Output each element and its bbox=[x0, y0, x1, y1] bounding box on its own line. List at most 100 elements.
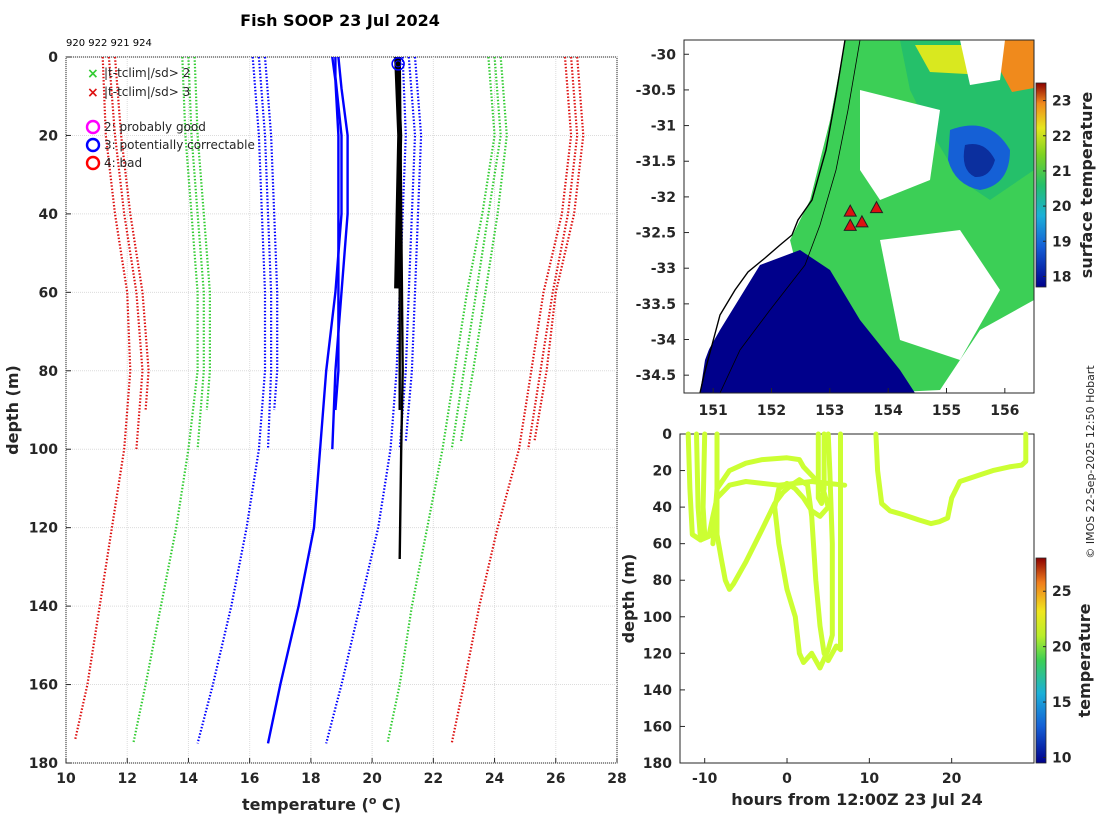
depth-track-2 bbox=[694, 431, 848, 543]
y-tick-label: -31.5 bbox=[636, 154, 676, 170]
cloud-gap bbox=[960, 40, 1005, 85]
y-tick-label: 140 bbox=[643, 683, 672, 699]
plot-area bbox=[679, 433, 1035, 764]
y-tick-label: 80 bbox=[653, 573, 673, 589]
x-tick-label: 10 bbox=[56, 771, 76, 787]
x-tick-label: 24 bbox=[485, 771, 505, 787]
y-tick-label: 180 bbox=[643, 756, 672, 772]
x-tick-label: 10 bbox=[860, 771, 880, 787]
x-tick-label: 154 bbox=[874, 403, 903, 419]
y-tick-label: 100 bbox=[643, 610, 672, 626]
legend-marker-circle bbox=[85, 137, 101, 153]
y-axis-label: depth (m) bbox=[619, 554, 638, 644]
series-green-3 bbox=[193, 56, 211, 411]
colorbar-tick-label: 18 bbox=[1052, 269, 1071, 285]
station-marker bbox=[843, 204, 858, 217]
station-marker bbox=[843, 218, 858, 231]
colorbar-tick-label: 21 bbox=[1052, 164, 1071, 180]
cloud-gap bbox=[860, 90, 940, 200]
x-tick-label: 152 bbox=[757, 403, 786, 419]
chart-title: Fish SOOP 23 Jul 2024 bbox=[240, 11, 440, 30]
legend-marker-circle bbox=[85, 119, 101, 135]
legend-label: |t-tclim|/sd> 2 bbox=[104, 66, 190, 80]
colorbar-label: temperature bbox=[1075, 603, 1094, 717]
colorbar-tick-label: 22 bbox=[1052, 129, 1071, 145]
cloud-gap bbox=[880, 230, 1000, 360]
y-tick-label: 140 bbox=[29, 599, 58, 615]
series-blue-dot-1 bbox=[196, 56, 267, 744]
x-tick-label: 155 bbox=[932, 403, 961, 419]
legend-marker-x: × bbox=[87, 85, 99, 101]
y-tick-label: 40 bbox=[653, 500, 673, 516]
colorbar-tick-label: 25 bbox=[1052, 584, 1071, 600]
colorbar-tick-label: 19 bbox=[1052, 234, 1071, 250]
colorbar-tick-label: 20 bbox=[1052, 640, 1072, 656]
temperature-colorbar bbox=[1035, 557, 1047, 764]
series-green-1 bbox=[132, 56, 199, 744]
colorbar-tick-label: 20 bbox=[1052, 199, 1072, 215]
x-tick-label: 20 bbox=[942, 771, 962, 787]
sst-colorbar bbox=[1035, 82, 1047, 288]
series-blue-solid-1 bbox=[266, 57, 343, 744]
series-blue-solid-3 bbox=[331, 56, 340, 411]
y-tick-label: 180 bbox=[29, 756, 58, 772]
y-tick-label: 120 bbox=[29, 521, 58, 537]
sst-cold-region bbox=[684, 250, 915, 393]
y-tick-label: -34.5 bbox=[636, 368, 676, 384]
profile-ids: 920 922 921 924 bbox=[66, 38, 152, 49]
y-tick-label: 120 bbox=[643, 646, 672, 662]
map-field bbox=[684, 40, 1034, 393]
depth-track-3 bbox=[714, 431, 843, 664]
series-black-2 bbox=[398, 56, 404, 560]
series-blue-dot-2 bbox=[257, 56, 273, 450]
x-axis-label: hours from 12:00Z 23 Jul 24 bbox=[731, 790, 982, 809]
y-tick-label: 80 bbox=[39, 364, 59, 380]
x-axis-label: temperature (o C) bbox=[242, 794, 401, 814]
land bbox=[684, 40, 845, 393]
sst-warm-patch bbox=[1000, 40, 1034, 92]
legend-marker-circle bbox=[85, 155, 101, 171]
y-tick-label: 60 bbox=[39, 285, 59, 301]
series-green-4 bbox=[386, 56, 496, 744]
series-green-5 bbox=[450, 56, 502, 450]
profile-chart: 10 12 14 16 18 20 22 24 26 28 0 20 40 60 80 100 120 140 16… bbox=[3, 50, 627, 814]
x-tick-label: 22 bbox=[424, 771, 443, 787]
flag-marker-inner bbox=[394, 60, 402, 68]
copyright-note: © IMOS 22-Sep-2025 12:50 Hobart bbox=[1084, 365, 1097, 559]
y-tick-label: 0 bbox=[662, 427, 672, 443]
depth-track-4 bbox=[710, 431, 835, 671]
y-tick-label: 20 bbox=[39, 128, 59, 144]
x-tick-label: 16 bbox=[240, 771, 259, 787]
y-tick-label: -34 bbox=[651, 333, 677, 349]
y-tick-label: -32 bbox=[651, 190, 676, 206]
y-tick-label: -31 bbox=[651, 119, 676, 135]
y-tick-label: -30.5 bbox=[636, 83, 676, 99]
x-tick-label: 18 bbox=[301, 771, 320, 787]
legend-label: |t-tclim|/sd> 3 bbox=[104, 85, 190, 99]
x-tick-label: 156 bbox=[990, 403, 1019, 419]
colorbar-label: surface temperature bbox=[1077, 92, 1096, 279]
series-blue-dot-4 bbox=[325, 56, 407, 744]
x-tick-label: 12 bbox=[117, 771, 136, 787]
series-red-4 bbox=[450, 56, 573, 744]
depth-time-chart: -10 0 10 20 0 20 40 60 80 100 120 140 160 180 hours fr… bbox=[619, 427, 1094, 809]
series-blue-dot-3 bbox=[263, 56, 279, 411]
x-tick-label: 151 bbox=[699, 403, 728, 419]
y-tick-label: 0 bbox=[48, 50, 58, 66]
y-tick-label: 60 bbox=[653, 537, 673, 553]
map-frame bbox=[683, 39, 1035, 394]
y-tick-label: -32.5 bbox=[636, 226, 676, 242]
depth-track-5 bbox=[815, 431, 827, 506]
coastline bbox=[699, 40, 846, 393]
y-tick-label: -30 bbox=[651, 47, 677, 63]
y-tick-label: 20 bbox=[653, 464, 673, 480]
legend: × |t-tclim|/sd> 2 × |t-tclim|/sd> 3 2: proba… bbox=[85, 66, 255, 171]
y-tick-label: -33 bbox=[651, 261, 676, 277]
series-green-2 bbox=[187, 56, 205, 450]
depth-track-6 bbox=[873, 431, 1029, 527]
x-tick-label: 28 bbox=[607, 771, 626, 787]
legend-label: 4: bad bbox=[104, 156, 142, 170]
sst-map: 151 152 153 154 155 156 -30 -30.5 -31 -31.5 -32 -32… bbox=[636, 39, 1096, 419]
y-tick-label: 160 bbox=[643, 719, 672, 735]
